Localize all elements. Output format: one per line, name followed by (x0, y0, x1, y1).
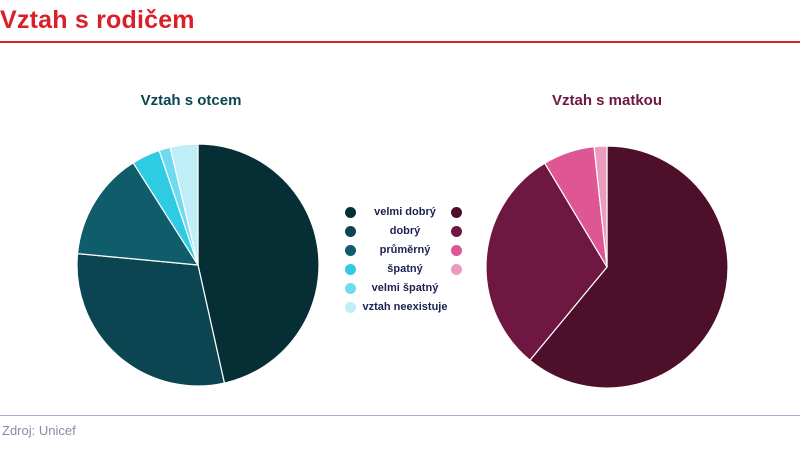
mother-chart-title: Vztah s matkou (551, 92, 663, 109)
pie-slice (529, 145, 729, 389)
father-swatch (345, 226, 356, 237)
pie-slice (76, 252, 226, 387)
pie-slice (197, 143, 320, 384)
pie-slice (169, 143, 199, 266)
father-swatch (345, 207, 356, 218)
mother-swatch (451, 226, 462, 237)
mother-pie-chart (485, 145, 729, 389)
father-swatch (345, 283, 356, 294)
mother-swatch (451, 207, 462, 218)
father-chart-title: Vztah s otcem (140, 92, 242, 109)
legend-item: průměrný (340, 242, 470, 261)
mother-swatch (451, 245, 462, 256)
footer-divider (0, 415, 800, 416)
title-divider (0, 41, 800, 43)
pie-slice (76, 162, 200, 266)
legend-item: velmi dobrý (340, 204, 470, 223)
chart-legend: velmi dobrý dobrý průměrný špatný velmi … (340, 204, 470, 318)
pie-slice (593, 145, 608, 268)
pie-slice (485, 162, 608, 362)
legend-item: špatný (340, 261, 470, 280)
legend-item: velmi špatný (340, 280, 470, 299)
father-swatch (345, 264, 356, 275)
page-title: Vztah s rodičem (0, 6, 195, 34)
legend-item: dobrý (340, 223, 470, 242)
father-swatch (345, 245, 356, 256)
father-pie-chart (76, 143, 320, 387)
father-swatch (345, 302, 356, 313)
legend-item: vztah neexistuje (340, 299, 470, 318)
mother-swatch (451, 264, 462, 275)
source-note: Zdroj: Unicef (2, 423, 76, 438)
